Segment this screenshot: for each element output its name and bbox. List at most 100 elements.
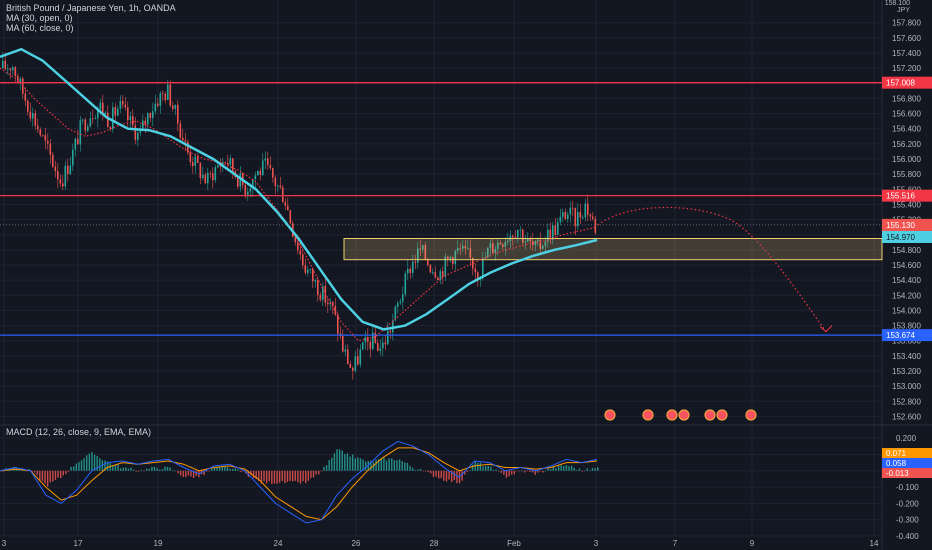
x-tick-label: 19: [154, 539, 163, 548]
ma60-legend[interactable]: MA (60, close, 0): [6, 23, 74, 33]
candle-body: [157, 103, 159, 106]
candle-body: [462, 245, 464, 249]
macd-histogram-bar: [451, 470, 453, 482]
candle-body: [14, 67, 17, 77]
candle-body: [347, 349, 349, 364]
candle-body: [177, 104, 179, 124]
macd-histogram-bar: [156, 468, 158, 471]
candle-body: [449, 257, 452, 259]
candle-body: [417, 248, 419, 263]
macd-histogram-bar: [513, 470, 515, 475]
event-marker-icon: [704, 409, 716, 421]
macd-histogram-bar: [484, 466, 487, 471]
macd-histogram-bar: [461, 470, 463, 481]
candle-body: [117, 108, 119, 116]
macd-histogram-bar: [182, 470, 184, 478]
candle-body: [582, 217, 584, 219]
candle-body: [409, 268, 412, 273]
ma30-legend[interactable]: MA (30, open, 0): [6, 13, 73, 23]
event-marker-icon: [604, 409, 616, 421]
x-tick-label: 28: [430, 539, 439, 548]
x-tick-label: 17: [74, 539, 83, 548]
candle-body: [452, 257, 454, 265]
axis-units-currency: JPY: [897, 7, 910, 14]
macd-histogram-bar: [112, 465, 114, 471]
macd-histogram-bar: [166, 466, 169, 471]
macd-histogram-bar: [435, 470, 437, 477]
candle-body: [579, 211, 582, 218]
macd-histogram-bar: [31, 470, 33, 472]
macd-histogram-bar: [226, 467, 229, 471]
candle-body: [574, 208, 577, 227]
candle-body: [49, 143, 52, 155]
candle-body: [502, 244, 504, 247]
candle-body: [47, 140, 49, 144]
ma60-price-label: 154.970: [886, 233, 915, 242]
signal-line: [0, 447, 598, 521]
candle-body: [262, 160, 264, 175]
candle-body: [359, 349, 362, 365]
macd-histogram-bar: [164, 466, 166, 471]
macd-histogram-bar: [448, 470, 450, 480]
macd-line: [0, 440, 598, 524]
macd-histogram-bar: [445, 470, 448, 482]
level-price-tag: [882, 329, 932, 342]
macd-legend[interactable]: MACD (12, 26, close, 9, EMA, EMA): [6, 427, 152, 437]
candle-body: [432, 272, 434, 274]
candle-body: [59, 179, 62, 184]
candle-body: [254, 175, 257, 180]
candle-body: [132, 116, 134, 126]
macd-histogram-bar: [406, 462, 409, 471]
candle-body: [402, 294, 404, 302]
price-tick-label: 153.000: [892, 382, 921, 391]
macd-histogram-bar: [185, 470, 187, 478]
candle-body: [369, 341, 372, 349]
macd-histogram-bar: [310, 470, 312, 479]
macd-histogram-bar: [177, 470, 179, 474]
macd-histogram-bar: [597, 467, 599, 471]
candle-body: [207, 173, 209, 184]
macd-histogram-bar: [380, 458, 383, 471]
macd-histogram-bar: [560, 465, 562, 471]
candle-body: [542, 245, 544, 249]
candle-body: [134, 125, 137, 140]
macd-histogram-bar: [336, 449, 338, 471]
macd-histogram-bar: [362, 459, 364, 471]
macd-histogram-bar: [263, 470, 265, 482]
macd-histogram-bar: [565, 465, 568, 471]
projection-path: [597, 206, 827, 332]
price-tick-label: 153.800: [892, 322, 921, 331]
macd-histogram-bar: [291, 470, 294, 482]
macd-histogram-bar: [495, 469, 497, 471]
macd-histogram-bar: [422, 470, 424, 472]
candle-body: [179, 123, 182, 138]
candle-body: [592, 216, 594, 219]
level-price-tag: [882, 189, 932, 202]
candle-body: [412, 261, 414, 273]
candle-body: [414, 261, 417, 263]
candle-body: [34, 113, 37, 126]
candle-body: [167, 84, 169, 100]
candle-body: [129, 116, 132, 121]
candle-body: [567, 214, 569, 219]
macd-histogram-bar: [281, 470, 283, 482]
candle-body: [184, 140, 187, 142]
candle-body: [249, 188, 252, 192]
candle-body: [232, 158, 234, 172]
macd-histogram-bar: [404, 462, 406, 471]
candle-body: [84, 119, 87, 131]
macd-histogram-bar: [586, 468, 588, 471]
candle-body: [199, 162, 202, 179]
macd-histogram-bar: [106, 461, 109, 471]
candle-body: [92, 118, 94, 120]
macd-histogram-bar: [539, 470, 542, 472]
candle-body: [317, 280, 319, 296]
macd-histogram-bar: [424, 470, 427, 472]
macd-histogram-bar: [320, 470, 323, 472]
macd-histogram-bar: [589, 470, 591, 472]
macd-histogram-bar: [401, 461, 403, 471]
macd-histogram-bar: [570, 465, 573, 471]
macd-histogram-bar: [555, 468, 557, 471]
